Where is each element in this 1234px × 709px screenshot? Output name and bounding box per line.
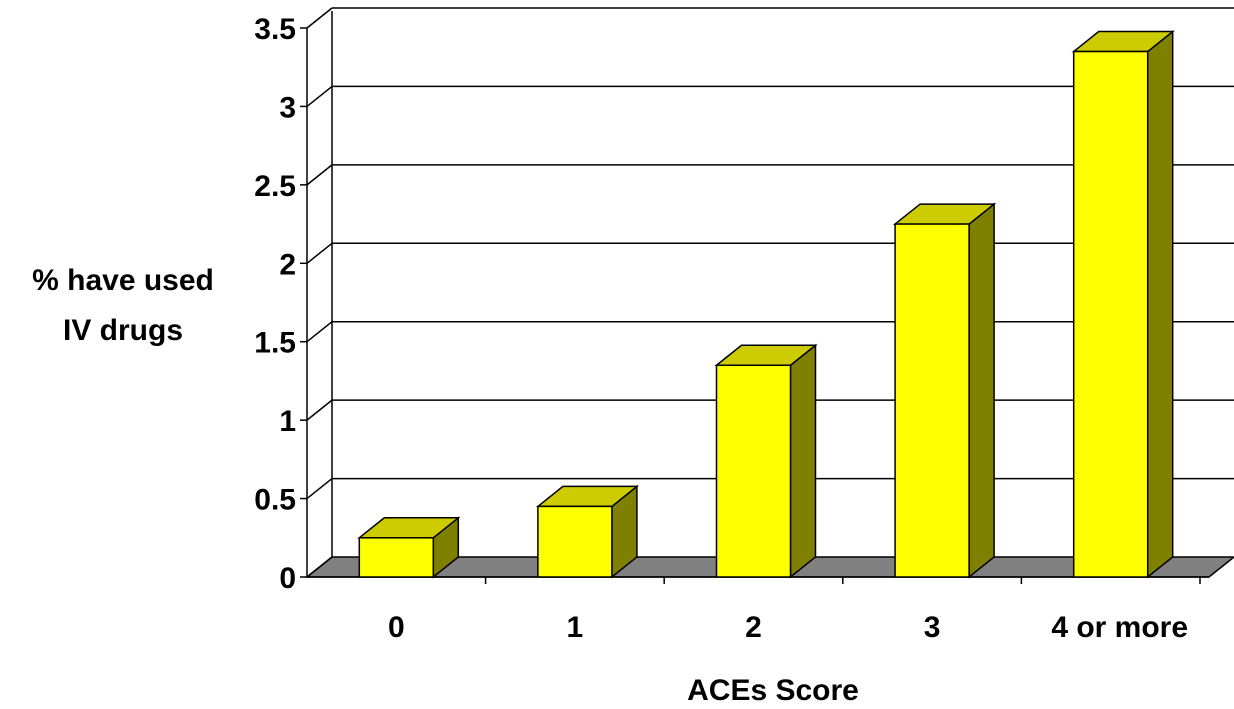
x-tick-label: 0 [388, 611, 405, 644]
axes [300, 11, 1209, 584]
grid-side-edge [306, 164, 333, 186]
x-tick-label: 1 [567, 611, 584, 644]
bar-front [358, 537, 435, 578]
y-tick-labels: 0 0.5 1 1.5 2 2.5 3 3.5 [254, 13, 296, 595]
bar-front [537, 505, 613, 578]
grid-side-edge [306, 7, 333, 29]
grid-side-edge [306, 321, 333, 343]
x-axis-title: ACEs Score [687, 674, 859, 707]
y-tick-label: 1.5 [254, 327, 296, 360]
bar [535, 484, 640, 579]
y-axis-title: % have used IV drugs [32, 264, 214, 347]
bar-side [789, 343, 817, 579]
x-tick-labels: 0 1 2 3 4 or more [388, 611, 1188, 644]
x-tick-label: 4 or more [1051, 611, 1188, 644]
x-tick-label: 2 [745, 611, 762, 644]
bar [357, 516, 461, 579]
y-tick-label: 3 [279, 91, 296, 124]
grid-side-edge [306, 242, 333, 264]
grid-side-edge [306, 556, 333, 578]
grid-side-edge [306, 477, 333, 500]
bar [892, 202, 997, 579]
y-tick-label: 1 [279, 405, 296, 438]
grid-side-edge [306, 399, 333, 421]
y-tick-label: 2.5 [254, 170, 296, 203]
x-tick-label: 3 [924, 611, 941, 644]
grid-side-edge [306, 85, 333, 108]
y-tick-label: 3.5 [254, 13, 296, 46]
y-tick-label: 0 [279, 562, 296, 595]
bar-front [715, 364, 792, 578]
bar-side [1146, 29, 1174, 579]
bar-front [1072, 50, 1149, 578]
bar-front [894, 223, 970, 578]
y-tick-label: 2 [279, 248, 296, 281]
bar [714, 343, 818, 579]
bars [357, 29, 1175, 579]
bar [1071, 29, 1175, 579]
bar-side [968, 202, 995, 579]
y-tick-label: 0.5 [254, 484, 296, 517]
